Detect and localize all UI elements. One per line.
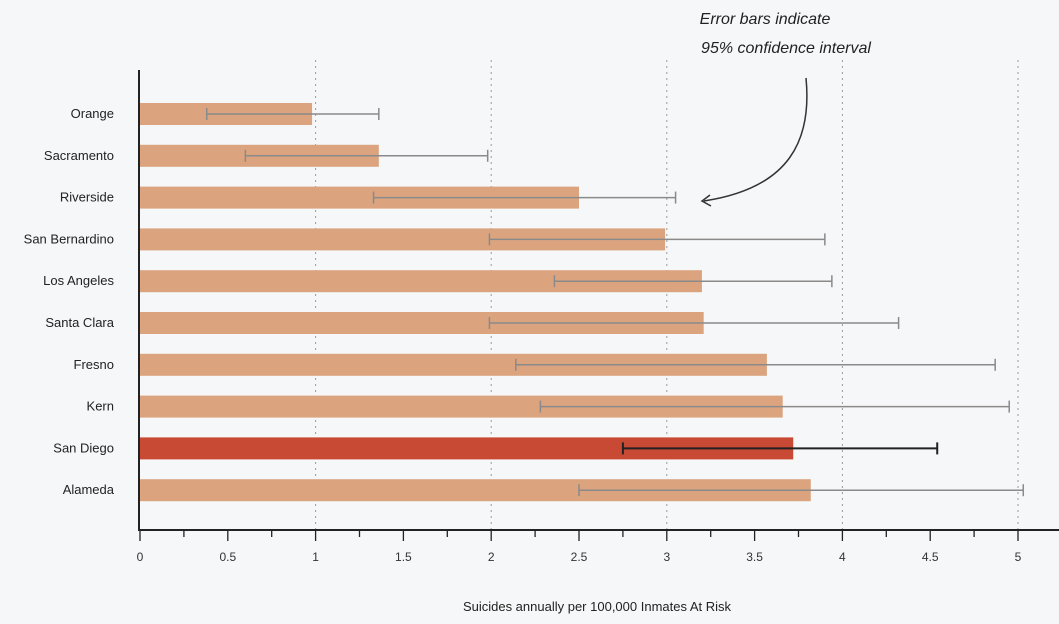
category-labels: Orange Sacramento Riverside San Bernardino L…: [24, 106, 115, 497]
category-label: Kern: [87, 399, 114, 414]
x-tick-label: 3: [663, 550, 670, 564]
bar: [140, 270, 702, 293]
x-tick-label: 2: [488, 550, 495, 564]
x-tick-label: 1.5: [395, 550, 412, 564]
category-label: Santa Clara: [45, 315, 114, 330]
x-tick-label: 4.5: [922, 550, 939, 564]
x-axis-title: Suicides annually per 100,000 Inmates At…: [463, 599, 732, 614]
bar: [140, 186, 579, 209]
x-ticks: 0 0.5 1 1.5 2 2.5 3 3.5 4 4.5 5: [137, 530, 1022, 564]
annotation-arrowhead: [700, 194, 712, 207]
axes: [138, 70, 1059, 531]
bar: [140, 395, 783, 418]
bar: [140, 353, 767, 376]
category-label: San Diego: [53, 440, 114, 455]
annotation-line-1: Error bars indicate: [700, 11, 831, 28]
x-tick-label: 4: [839, 550, 846, 564]
annotation-line-2: 95% confidence interval: [701, 40, 871, 57]
bars: [140, 103, 811, 502]
x-tick-label: 1: [312, 550, 319, 564]
category-label: Orange: [71, 106, 114, 121]
annotation: Error bars indicate 95% confidence inter…: [700, 11, 871, 207]
category-label: Sacramento: [44, 148, 114, 163]
category-label: Alameda: [63, 482, 115, 497]
bar: [140, 437, 794, 460]
category-label: Los Angeles: [43, 273, 114, 288]
bar: [140, 312, 704, 334]
x-tick-label: 5: [1015, 550, 1022, 564]
x-tick-label: 2.5: [571, 550, 588, 564]
x-tick-label: 3.5: [746, 550, 763, 564]
category-label: Riverside: [60, 190, 114, 205]
x-tick-label: 0.5: [219, 550, 236, 564]
bar: [140, 228, 666, 251]
category-label: San Bernardino: [24, 231, 114, 246]
error-bars: [205, 108, 1025, 497]
annotation-arrow: [703, 77, 808, 202]
bar: [140, 479, 811, 502]
category-label: Fresno: [74, 357, 114, 372]
x-tick-label: 0: [137, 550, 144, 564]
